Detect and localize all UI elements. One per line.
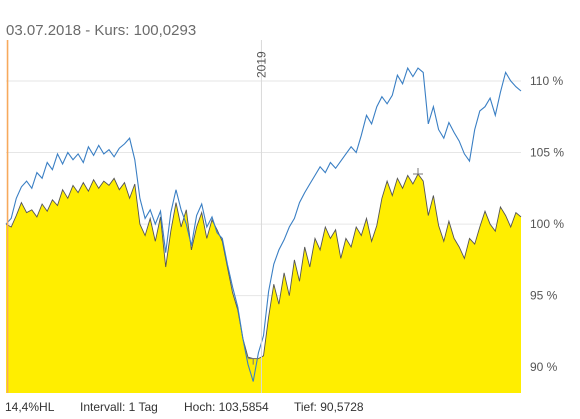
y-tick-label: 90 % xyxy=(530,360,558,374)
y-tick-label: 100 % xyxy=(530,217,564,231)
fund-area xyxy=(6,174,521,393)
y-tick-label: 105 % xyxy=(530,146,564,160)
high-marker xyxy=(413,167,423,175)
y-axis: 90 % 95 % 100 % 105 % 110 % xyxy=(530,74,564,374)
low-marker xyxy=(248,358,259,365)
extreme-markers xyxy=(248,167,423,365)
benchmark-line xyxy=(5,66,522,382)
footer-interval: Intervall: 1 Tag xyxy=(80,400,158,414)
y-tick-label: 110 % xyxy=(530,74,563,88)
header-kurs-label: Kurs: xyxy=(94,22,130,39)
year-label: 2019 xyxy=(254,51,268,78)
header-separator: - xyxy=(85,22,91,39)
header-kurs-value: 100,0293 xyxy=(133,22,197,39)
footer-high: Hoch: 103,5854 xyxy=(184,400,269,414)
chart-footer: 14,4%HL Intervall: 1 Tag Hoch: 103,5854 … xyxy=(0,398,580,419)
chart-header: 03.07.2018 - Kurs: 100,0293 xyxy=(6,22,196,39)
footer-range: 14,4%HL xyxy=(5,400,55,414)
y-tick-label: 95 % xyxy=(530,289,558,303)
header-date: 03.07.2018 xyxy=(6,22,82,39)
price-chart[interactable]: 2019 90 % 95 % 100 % 105 % 110 % xyxy=(0,0,580,398)
fund-area-outline xyxy=(5,173,522,360)
footer-low: Tief: 90,5728 xyxy=(294,400,364,414)
